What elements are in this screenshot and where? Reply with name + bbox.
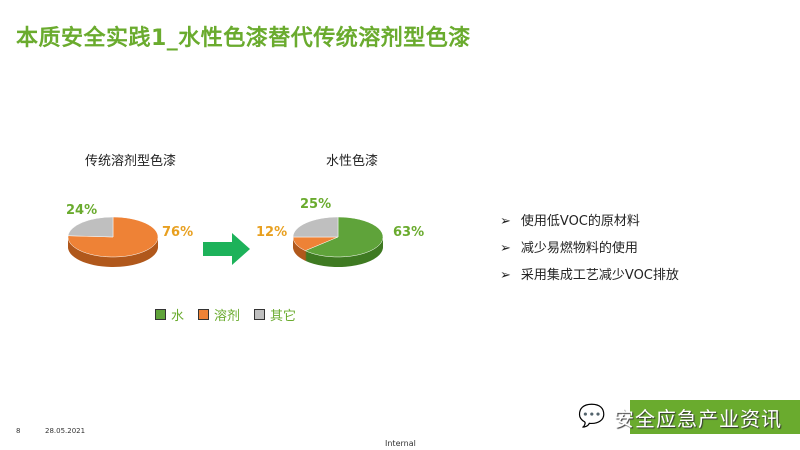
bullet-text: 减少易燃物料的使用 bbox=[520, 241, 638, 256]
page-number: 8 bbox=[16, 427, 21, 435]
pie-slice-1-2 bbox=[292, 216, 339, 238]
legend-swatch bbox=[198, 309, 210, 320]
chat-bubble-icon: 💬 bbox=[578, 404, 606, 429]
pie-slice-0-2 bbox=[67, 216, 114, 238]
bullet-text: 使用低VOC的原材料 bbox=[520, 214, 640, 229]
legend-item-other: 其它 bbox=[254, 305, 296, 324]
legend-swatch bbox=[254, 309, 266, 320]
classification: Internal bbox=[385, 439, 416, 448]
arrow-bullet-icon: ➢ bbox=[500, 241, 511, 256]
pie-title-solvent: 传统溶剂型色漆 bbox=[85, 154, 177, 169]
legend-swatch bbox=[155, 309, 166, 320]
data-label: 63% bbox=[393, 225, 425, 240]
bullet-text: 采用集成工艺减少VOC排放 bbox=[520, 268, 679, 283]
legend-label: 溶剂 bbox=[214, 309, 241, 324]
data-label: 25% bbox=[300, 197, 332, 212]
bullet-list: ➢ 使用低VOC的原材料 ➢ 减少易燃物料的使用 ➢ 采用集成工艺减少VOC排放 bbox=[500, 208, 679, 289]
bullet-item: ➢ 使用低VOC的原材料 bbox=[500, 208, 679, 235]
legend-item-water: 水 bbox=[155, 305, 184, 324]
legend: 水 溶剂 其它 bbox=[155, 305, 296, 324]
watermark-text: 安全应急产业资讯 bbox=[614, 407, 782, 431]
pie-slice-1-0 bbox=[304, 216, 384, 258]
arrow-right-icon bbox=[203, 233, 250, 265]
pie-title-water: 水性色漆 bbox=[326, 154, 379, 169]
bullet-item: ➢ 采用集成工艺减少VOC排放 bbox=[500, 262, 679, 289]
legend-item-solvent: 溶剂 bbox=[198, 305, 240, 324]
legend-label: 水 bbox=[171, 309, 185, 324]
data-label: 76% bbox=[162, 225, 194, 240]
arrow-bullet-icon: ➢ bbox=[500, 214, 511, 229]
data-label: 24% bbox=[66, 203, 98, 218]
page-title: 本质安全实践1_水性色漆替代传统溶剂型色漆 bbox=[16, 26, 471, 51]
legend-label: 其它 bbox=[270, 309, 297, 324]
watermark-banner bbox=[630, 400, 800, 434]
date: 28.05.2021 bbox=[45, 427, 86, 435]
bullet-item: ➢ 减少易燃物料的使用 bbox=[500, 235, 679, 262]
data-label: 12% bbox=[256, 225, 288, 240]
arrow-bullet-icon: ➢ bbox=[500, 268, 511, 283]
